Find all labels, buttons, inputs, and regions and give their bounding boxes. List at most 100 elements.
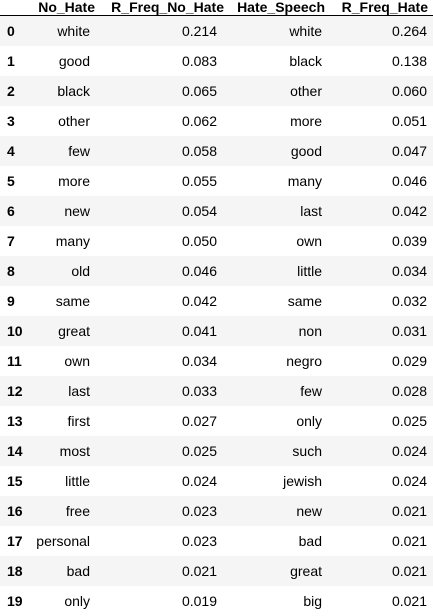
- cell-hate-speech: new: [296, 502, 322, 519]
- cell-no-hate: same: [55, 292, 90, 309]
- cell-no-hate: old: [71, 262, 90, 279]
- cell-r-freq-hate: 0.264: [391, 22, 427, 39]
- cell-r-freq-no-hate: 0.058: [181, 142, 217, 159]
- cell-hate-speech: many: [287, 172, 322, 189]
- cell-hate-speech: negro: [286, 352, 322, 369]
- row-index: 2: [7, 82, 15, 99]
- cell-r-freq-hate: 0.034: [391, 262, 427, 279]
- row-index: 18: [7, 562, 23, 579]
- cell-hate-speech: last: [300, 202, 322, 219]
- row-index: 8: [7, 262, 15, 279]
- cell-r-freq-hate: 0.021: [391, 532, 427, 549]
- cell-r-freq-no-hate: 0.054: [181, 202, 217, 219]
- table-row: 5 more 0.055 many 0.046: [0, 165, 433, 196]
- table-row: 11 own 0.034 negro 0.029: [0, 345, 433, 376]
- row-index: 0: [7, 22, 15, 39]
- cell-r-freq-hate: 0.021: [391, 592, 427, 609]
- index-column-header: [0, 0, 30, 16]
- cell-r-freq-hate: 0.021: [391, 562, 427, 579]
- cell-r-freq-hate: 0.042: [391, 202, 427, 219]
- cell-no-hate: first: [67, 412, 90, 429]
- column-header-no-hate: No_Hate: [30, 0, 100, 16]
- cell-r-freq-no-hate: 0.023: [181, 532, 217, 549]
- cell-hate-speech: other: [290, 82, 322, 99]
- table-row: 13 first 0.027 only 0.025: [0, 405, 433, 436]
- row-index: 1: [7, 52, 15, 69]
- cell-no-hate: little: [65, 472, 90, 489]
- cell-no-hate: good: [58, 52, 90, 69]
- cell-hate-speech: big: [303, 592, 322, 609]
- cell-no-hate: great: [58, 322, 90, 339]
- cell-r-freq-no-hate: 0.034: [181, 352, 217, 369]
- cell-r-freq-hate: 0.029: [391, 352, 427, 369]
- table-row: 16 free 0.023 new 0.021: [0, 495, 433, 526]
- cell-r-freq-no-hate: 0.021: [181, 562, 217, 579]
- table-row: 1 good 0.083 black 0.138: [0, 45, 433, 76]
- table-row: 19 only 0.019 big 0.021: [0, 585, 433, 616]
- column-header-hate-speech: Hate_Speech: [229, 0, 330, 16]
- cell-no-hate: last: [68, 382, 90, 399]
- table-row: 12 last 0.033 few 0.028: [0, 375, 433, 406]
- cell-no-hate: few: [68, 142, 90, 159]
- cell-no-hate: only: [64, 592, 90, 609]
- table-row: 0 white 0.214 white 0.264: [0, 15, 433, 46]
- cell-hate-speech: black: [289, 52, 322, 69]
- cell-r-freq-no-hate: 0.041: [181, 322, 217, 339]
- row-index: 14: [7, 442, 23, 459]
- cell-r-freq-no-hate: 0.033: [181, 382, 217, 399]
- cell-hate-speech: same: [287, 292, 322, 309]
- column-header-r-freq-hate: R_Freq_Hate: [330, 0, 433, 16]
- row-index: 16: [7, 502, 23, 519]
- cell-r-freq-no-hate: 0.062: [181, 112, 217, 129]
- row-index: 10: [7, 322, 23, 339]
- row-index: 15: [7, 472, 23, 489]
- table-row: 6 new 0.054 last 0.042: [0, 195, 433, 226]
- cell-no-hate: other: [58, 112, 90, 129]
- cell-r-freq-no-hate: 0.025: [181, 442, 217, 459]
- cell-no-hate: bad: [66, 562, 90, 579]
- table-body: 0 white 0.214 white 0.264 1 good 0.083 black 0.13…: [0, 15, 433, 616]
- cell-hate-speech: white: [289, 22, 322, 39]
- cell-hate-speech: little: [297, 262, 322, 279]
- cell-r-freq-hate: 0.138: [391, 52, 427, 69]
- cell-no-hate: most: [59, 442, 90, 459]
- cell-r-freq-hate: 0.028: [391, 382, 427, 399]
- cell-r-freq-hate: 0.032: [391, 292, 427, 309]
- cell-hate-speech: few: [300, 382, 322, 399]
- cell-hate-speech: non: [298, 322, 322, 339]
- cell-hate-speech: such: [292, 442, 322, 459]
- cell-no-hate: personal: [36, 532, 90, 549]
- cell-no-hate: many: [55, 232, 90, 249]
- table-row: 10 great 0.041 non 0.031: [0, 315, 433, 346]
- row-index: 11: [7, 352, 22, 369]
- cell-r-freq-hate: 0.046: [391, 172, 427, 189]
- cell-no-hate: free: [65, 502, 90, 519]
- table-row: 9 same 0.042 same 0.032: [0, 285, 433, 316]
- cell-hate-speech: only: [296, 412, 322, 429]
- header-row: No_Hate R_Freq_No_Hate Hate_Speech R_Fre…: [0, 0, 433, 16]
- cell-no-hate: new: [64, 202, 90, 219]
- cell-r-freq-no-hate: 0.055: [181, 172, 217, 189]
- row-index: 4: [7, 142, 15, 159]
- row-index: 12: [7, 382, 23, 399]
- cell-r-freq-no-hate: 0.065: [181, 82, 217, 99]
- cell-r-freq-no-hate: 0.050: [181, 232, 217, 249]
- cell-r-freq-no-hate: 0.214: [181, 22, 217, 39]
- table-row: 8 old 0.046 little 0.034: [0, 255, 433, 286]
- row-index: 3: [7, 112, 15, 129]
- cell-r-freq-hate: 0.051: [391, 112, 427, 129]
- table-row: 18 bad 0.021 great 0.021: [0, 555, 433, 586]
- cell-r-freq-hate: 0.047: [391, 142, 427, 159]
- column-header-r-freq-no-hate: R_Freq_No_Hate: [100, 0, 229, 16]
- cell-r-freq-hate: 0.024: [391, 472, 427, 489]
- table-row: 7 many 0.050 own 0.039: [0, 225, 433, 256]
- cell-hate-speech: more: [290, 112, 322, 129]
- cell-hate-speech: jewish: [283, 472, 322, 489]
- table-row: 4 few 0.058 good 0.047: [0, 135, 433, 166]
- row-index: 5: [7, 172, 15, 189]
- cell-r-freq-no-hate: 0.027: [181, 412, 217, 429]
- cell-r-freq-hate: 0.021: [391, 502, 427, 519]
- cell-hate-speech: good: [290, 142, 322, 159]
- cell-hate-speech: great: [290, 562, 322, 579]
- cell-hate-speech: bad: [298, 532, 322, 549]
